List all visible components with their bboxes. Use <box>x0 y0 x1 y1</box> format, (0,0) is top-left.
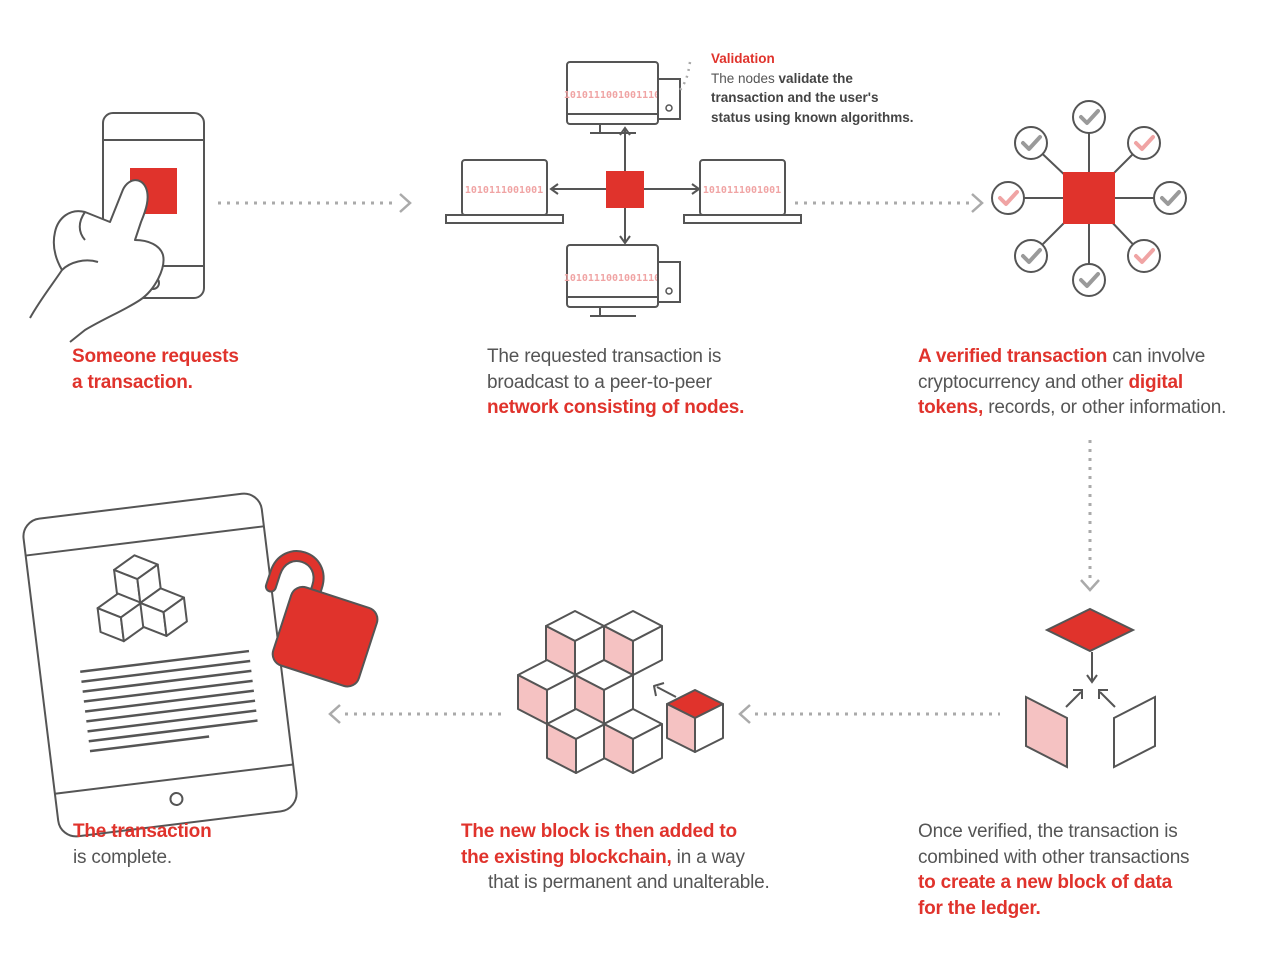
step2-caption: The requested transaction is broadcast t… <box>487 344 744 421</box>
tablet-icon <box>22 492 298 838</box>
check-icon <box>990 180 1026 216</box>
step1-line: a transaction. <box>72 371 193 393</box>
step1-caption: Someone requests a transaction. <box>72 344 239 395</box>
check-icon <box>1126 238 1162 274</box>
blockchain-icon <box>517 610 663 774</box>
step4-line: for the ledger. <box>918 897 1041 919</box>
arrow-down <box>1080 440 1100 592</box>
block-formation-icon <box>1025 607 1156 769</box>
step3-emphasis: A verified transaction <box>918 346 1108 367</box>
step3-caption: A verified transaction can involve crypt… <box>918 344 1226 421</box>
step6-line: is complete. <box>73 846 172 868</box>
step6-line: The transaction <box>73 821 212 842</box>
arrow-right-2 <box>795 193 984 213</box>
check-icon <box>1071 262 1107 298</box>
validation-title: Validation <box>711 51 775 66</box>
step5-caption: The new block is then added to the exist… <box>461 819 770 896</box>
step5-line: that is permanent and unalterable. <box>488 872 770 893</box>
step2-line: network consisting of nodes. <box>487 397 745 418</box>
binary-top: 1010111001001110 <box>564 90 660 101</box>
step3-emphasis: digital <box>1128 371 1183 393</box>
validation-emphasis: status using known algorithms. <box>711 109 914 125</box>
step2-line: broadcast to a peer-to-peer <box>487 371 712 393</box>
step5-line: The new block is then added to <box>461 821 737 842</box>
validation-line-2: transaction and the user's <box>711 88 914 108</box>
validation-pointer <box>678 61 692 91</box>
step1-line: Someone requests <box>72 346 239 367</box>
check-icon <box>1152 180 1188 216</box>
step3-line: tokens, records, or other information. <box>918 395 1226 421</box>
step3-text: cryptocurrency and other <box>918 371 1129 393</box>
step4-line: Once verified, the transaction is <box>918 821 1178 842</box>
binary-right: 1010111001001 <box>703 185 781 196</box>
arrow-left-1 <box>738 704 1000 724</box>
step6-caption: The transaction is complete. <box>73 819 212 870</box>
step3-text: can involve <box>1107 346 1206 367</box>
binary-bottom: 1010111001001110 <box>564 273 660 284</box>
validation-line-3: status using known algorithms. <box>711 108 914 128</box>
step3-line: cryptocurrency and other digital <box>918 370 1226 396</box>
hand-icon <box>29 179 165 343</box>
node-bottom: 1010111001001110 <box>564 244 681 317</box>
verified-transaction-block <box>1063 172 1115 224</box>
node-top: 1010111001001110 <box>564 61 681 134</box>
arrow-right-1 <box>218 193 412 213</box>
step3-emphasis: tokens, <box>918 397 984 418</box>
check-icon <box>1013 238 1049 274</box>
binary-left: 1010111001001 <box>465 185 543 196</box>
node-right: 1010111001001 <box>683 159 802 224</box>
step3-text: records, or other information. <box>983 397 1227 418</box>
check-icon <box>1126 125 1162 161</box>
step2-line: The requested transaction is <box>487 346 722 367</box>
check-icon <box>1071 99 1107 135</box>
step5-emphasis: the existing blockchain, <box>461 846 672 868</box>
network-connectors <box>549 126 701 245</box>
transaction-block-icon <box>606 171 644 208</box>
step4-line: combined with other transactions <box>918 846 1190 868</box>
validation-emphasis: transaction and the user's <box>711 90 879 105</box>
check-icon <box>1013 125 1049 161</box>
validation-text: The nodes <box>711 70 779 86</box>
step5-text: in a way <box>671 846 745 868</box>
arrow-left-2 <box>328 704 505 724</box>
step3-line: A verified transaction can involve <box>918 344 1226 370</box>
validation-emphasis: validate the <box>778 70 853 86</box>
node-left: 1010111001001 <box>445 159 564 224</box>
new-block-icon <box>653 682 724 753</box>
step4-caption: Once verified, the transaction is combin… <box>918 819 1190 921</box>
validation-note: Validation The nodes validate the transa… <box>711 49 914 127</box>
step5-line: the existing blockchain, in a way <box>461 845 770 871</box>
lock-icon <box>264 550 379 688</box>
step4-line: to create a new block of data <box>918 872 1172 893</box>
validation-line-1: The nodes validate the <box>711 69 914 89</box>
